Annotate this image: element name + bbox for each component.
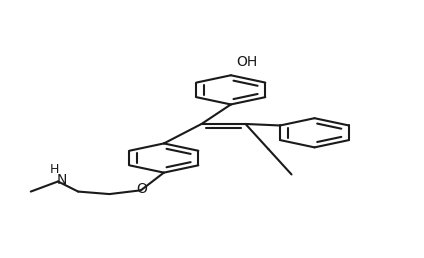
Text: OH: OH: [236, 55, 257, 69]
Text: O: O: [136, 182, 147, 196]
Text: N: N: [57, 173, 67, 187]
Text: H: H: [50, 163, 59, 176]
